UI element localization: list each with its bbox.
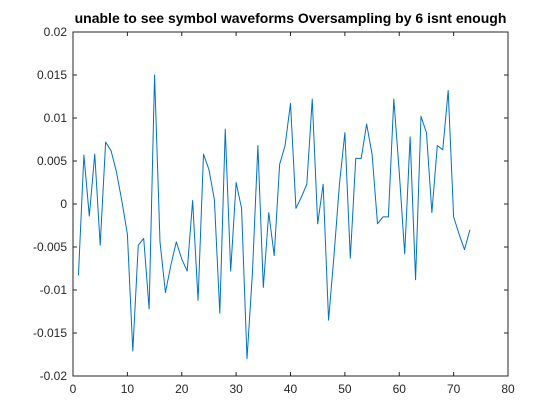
data-point: [262, 286, 265, 289]
data-point: [77, 274, 80, 277]
data-point: [436, 144, 439, 147]
data-point: [441, 148, 444, 151]
data-point: [354, 157, 357, 160]
data-point: [120, 200, 123, 203]
data-point: [159, 240, 162, 243]
y-tick-label: 0.01: [44, 111, 68, 125]
data-point: [207, 168, 210, 171]
data-point: [387, 215, 390, 218]
data-point: [148, 307, 151, 310]
data-point: [169, 264, 172, 267]
data-point: [463, 248, 466, 251]
data-point: [82, 153, 85, 156]
data-point: [88, 215, 91, 218]
data-point: [452, 215, 455, 218]
data-point: [246, 357, 249, 360]
data-point: [322, 183, 325, 186]
chart-title: unable to see symbol waveforms Oversampl…: [75, 10, 507, 26]
data-point: [311, 98, 314, 101]
data-point: [267, 211, 270, 214]
data-point: [409, 135, 412, 138]
data-point: [153, 74, 156, 77]
data-point: [186, 270, 189, 273]
data-point: [115, 171, 118, 174]
x-tick-label: 10: [121, 382, 135, 396]
data-point: [256, 144, 259, 147]
data-point: [240, 207, 243, 210]
data-point: [218, 312, 221, 315]
x-tick-label: 80: [501, 382, 515, 396]
data-point: [229, 270, 232, 273]
data-point: [99, 244, 102, 247]
y-tick-label: -0.02: [40, 369, 68, 383]
data-point: [430, 211, 433, 214]
data-point: [343, 131, 346, 134]
y-tick-label: -0.005: [33, 240, 67, 254]
data-point: [392, 98, 395, 101]
x-tick-label: 30: [229, 382, 243, 396]
data-point: [468, 228, 471, 231]
data-point: [278, 163, 281, 166]
data-point: [371, 153, 374, 156]
data-point: [316, 222, 319, 225]
data-point: [425, 131, 428, 134]
data-point: [180, 258, 183, 261]
y-tick-label: 0.02: [44, 25, 68, 39]
series-line: [77, 74, 471, 360]
data-point: [131, 350, 134, 353]
data-point: [251, 271, 254, 274]
data-point: [110, 149, 113, 152]
data-point: [137, 244, 140, 247]
data-point: [213, 198, 216, 201]
x-tick-label: 50: [338, 382, 352, 396]
y-tick-label: -0.015: [33, 326, 67, 340]
data-point: [273, 254, 276, 257]
data-point: [235, 181, 238, 184]
data-point: [458, 233, 461, 236]
data-point: [197, 299, 200, 302]
data-point: [327, 319, 330, 322]
data-point: [202, 153, 205, 156]
data-point: [224, 128, 227, 131]
x-tick-label: 0: [70, 382, 77, 396]
data-point: [381, 215, 384, 218]
data-point: [126, 233, 129, 236]
data-point: [305, 183, 308, 186]
x-tick-label: 20: [175, 382, 189, 396]
y-tick-label: 0: [60, 197, 67, 211]
y-tick-label: -0.01: [40, 283, 68, 297]
data-point: [289, 102, 292, 105]
data-point: [164, 291, 167, 294]
data-point: [360, 157, 363, 160]
data-point: [414, 278, 417, 281]
x-tick-label: 40: [284, 382, 298, 396]
data-point: [376, 222, 379, 225]
series-group: [77, 74, 471, 360]
axes-box: [72, 31, 509, 377]
data-point: [365, 123, 368, 126]
data-point: [284, 144, 287, 147]
axis-tick-labels: 0 10 20 30 40 50 60 70 80 -0.02 -0.015 -0.01 -0.005 0…: [33, 25, 515, 396]
data-point: [349, 257, 352, 260]
data-point: [338, 183, 341, 186]
data-point: [398, 171, 401, 174]
data-point: [104, 141, 107, 144]
data-point: [403, 252, 406, 255]
data-point: [294, 207, 297, 210]
x-tick-label: 70: [447, 382, 461, 396]
x-tick-label: 60: [393, 382, 407, 396]
data-point: [333, 254, 336, 257]
data-point: [447, 89, 450, 92]
plot-area: [73, 32, 508, 376]
y-tick-label: 0.015: [37, 68, 67, 82]
data-point: [300, 196, 303, 199]
data-point: [93, 153, 96, 156]
data-point: [420, 115, 423, 118]
data-point: [142, 237, 145, 240]
data-point: [191, 199, 194, 202]
y-tick-label: 0.005: [37, 154, 67, 168]
data-point: [175, 240, 178, 243]
